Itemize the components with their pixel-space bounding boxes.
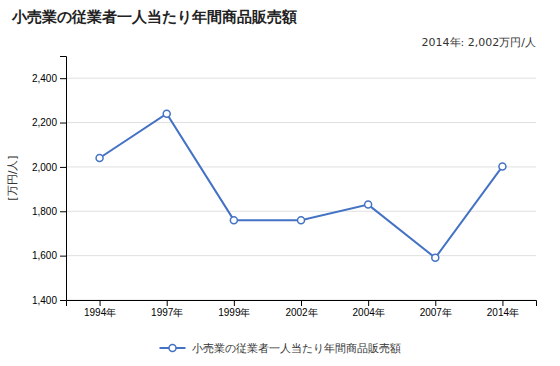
- y-axis-label: [万円/人]: [6, 155, 19, 200]
- tick: 1994年: [84, 300, 116, 318]
- tick-label: 2002年: [285, 307, 317, 318]
- tick-label: 1999年: [218, 307, 250, 318]
- tick: 1999年: [218, 300, 250, 318]
- tick-mark: [60, 256, 66, 257]
- line: [100, 114, 503, 258]
- title: 小売業の従業者一人当たり年間商品販売額: [11, 8, 297, 26]
- tick-label: 1997年: [151, 307, 183, 318]
- tick-mark: [435, 300, 436, 306]
- legend-marker: [169, 345, 176, 352]
- legend-item: 小売業の従業者一人当たり年間商品販売額: [160, 342, 401, 355]
- tick-mark: [60, 211, 66, 212]
- tick-mark: [60, 300, 66, 301]
- y-axis: 1,400 1,600 1,800 2,000 2,200 2,400: [32, 57, 67, 306]
- tick-label: 1994年: [84, 307, 116, 318]
- markers: [96, 110, 506, 261]
- point: [96, 155, 103, 162]
- tick-label: 1,400: [32, 295, 57, 306]
- tick: 2,200: [32, 117, 66, 128]
- tick-mark: [100, 300, 101, 306]
- grid-line: [66, 255, 536, 256]
- axis-line: [60, 57, 67, 301]
- tick-label: 2,000: [32, 162, 57, 173]
- tick-mark: [234, 300, 235, 306]
- axis-line: [67, 301, 537, 307]
- tick-label: 2,400: [32, 73, 57, 84]
- legend-label: 小売業の従業者一人当たり年間商品販売額: [192, 342, 401, 355]
- x-axis: 1994年 1997年 1999年 2002年 2004年 2007年 2014年: [67, 300, 537, 318]
- tick: 2007年: [420, 300, 452, 318]
- point: [163, 110, 170, 117]
- tick-mark: [301, 300, 302, 306]
- tick-label: 2007年: [420, 307, 452, 318]
- grid-line: [66, 166, 536, 167]
- tick: 1,800: [32, 206, 66, 217]
- grid-line: [66, 78, 536, 79]
- point: [432, 254, 439, 261]
- legend: 小売業の従業者一人当たり年間商品販売額: [160, 342, 401, 355]
- point: [230, 217, 237, 224]
- tick-mark: [368, 300, 369, 306]
- tick-label: 1,800: [32, 206, 57, 217]
- tick: 2004年: [353, 300, 385, 318]
- tick-mark: [60, 78, 66, 79]
- tick: 1997年: [151, 300, 183, 318]
- tick-label: 2,200: [32, 117, 57, 128]
- tick: 2014年: [487, 300, 519, 318]
- tick: 2,000: [32, 162, 66, 173]
- point: [365, 201, 372, 208]
- grid-line: [66, 211, 536, 212]
- tick: 1,600: [32, 250, 66, 261]
- tick-label: 1,600: [32, 250, 57, 261]
- tick-mark: [167, 300, 168, 306]
- tick: 2,400: [32, 73, 66, 84]
- tick: 1,400: [32, 295, 66, 306]
- tick: 2002年: [285, 300, 317, 318]
- point: [298, 217, 305, 224]
- tick-label: 2014年: [487, 307, 519, 318]
- grid: [66, 78, 536, 300]
- chart: 1,400 1,600 1,800 2,000 2,200 2,400 1994年 1997年…: [0, 0, 560, 366]
- tick-mark: [502, 300, 503, 306]
- tick-label: 2004年: [353, 307, 385, 318]
- annotation: 2014年: 2,002万円/人: [422, 36, 536, 49]
- point: [499, 163, 506, 170]
- tick-mark: [60, 123, 66, 124]
- tick-mark: [60, 167, 66, 168]
- grid-line: [66, 122, 536, 123]
- plot-area: [96, 110, 506, 261]
